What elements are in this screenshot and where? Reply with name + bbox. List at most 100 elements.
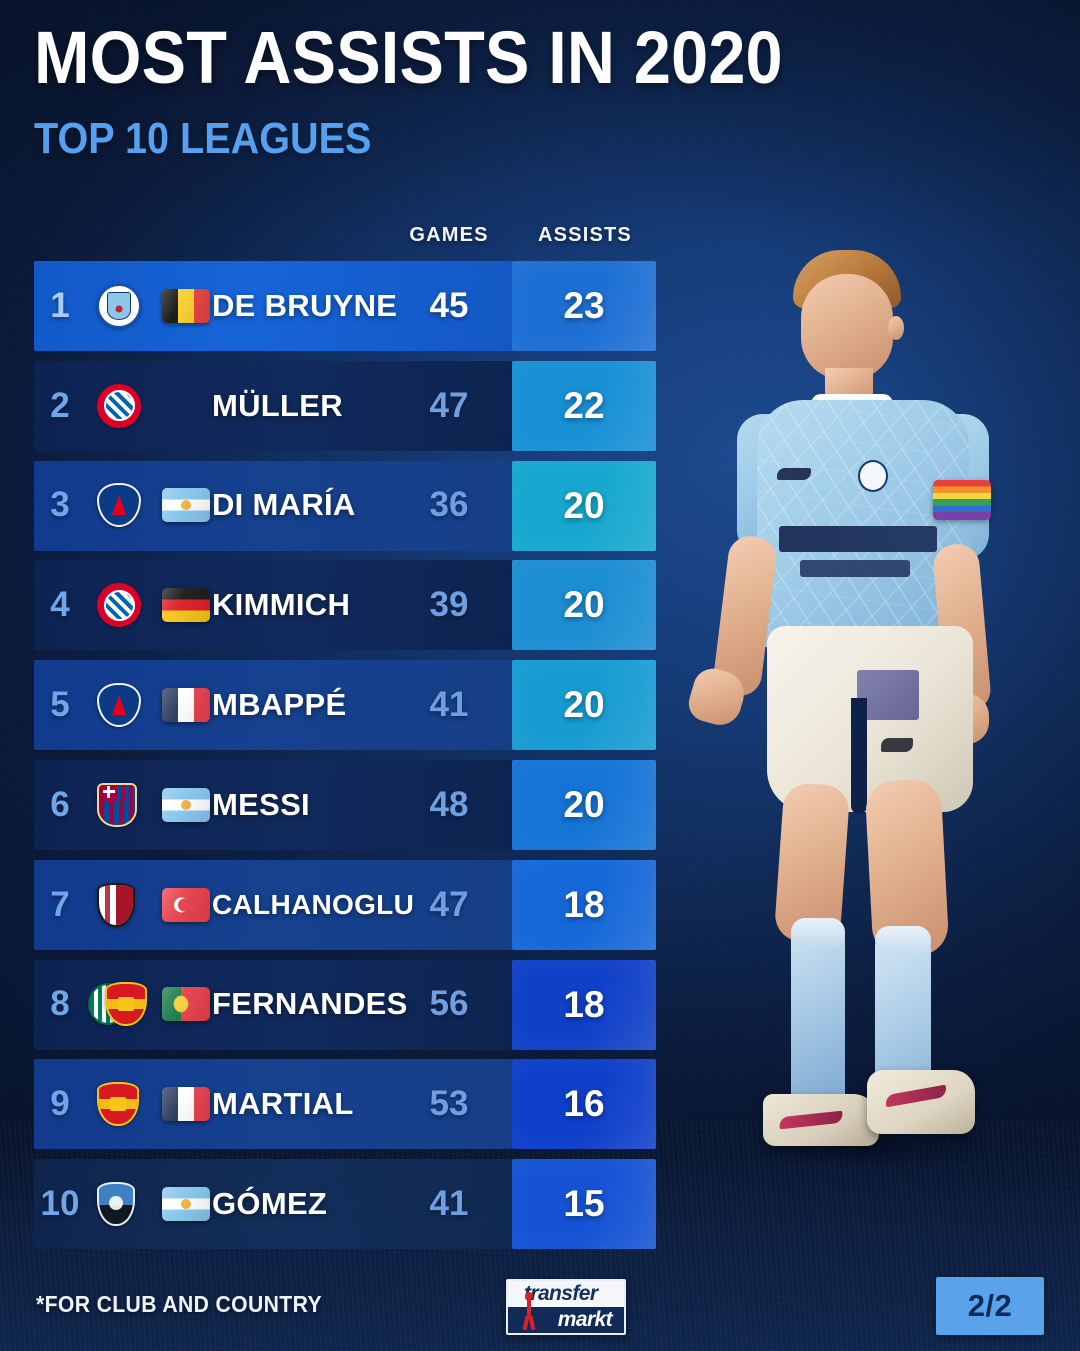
country-flag-wrap: [155, 356, 217, 456]
rainbow-captain-armband: [933, 480, 991, 520]
rank-number: 1: [50, 285, 70, 325]
column-header-row: GAMES ASSISTS: [0, 224, 680, 254]
rank-number: 9: [50, 1084, 70, 1124]
country-flag-wrap: [155, 755, 217, 855]
club-crest-wrap: [86, 1054, 152, 1154]
player-name: MESSI: [212, 786, 310, 822]
player-name: GÓMEZ: [212, 1186, 328, 1222]
club-crest-wrap: [86, 456, 152, 556]
games-value: 47: [429, 385, 469, 425]
assists-value: 22: [563, 384, 605, 426]
assists-cell: 23: [512, 261, 656, 351]
table-row[interactable]: 18 8 FERNANDES 56: [0, 955, 660, 1055]
club-crest-ac-milan: [97, 882, 141, 927]
player-boot-right: [867, 1070, 975, 1134]
club-crest-manchester-city: [97, 283, 141, 328]
assists-cell: 18: [512, 959, 656, 1050]
country-flag-wrap: [155, 855, 217, 955]
country-flag-tr: [162, 887, 210, 922]
assists-value: 20: [563, 584, 605, 626]
table-row[interactable]: 20 5 MBAPPÉ 41: [0, 655, 660, 755]
country-flag-wrap: [155, 1054, 217, 1154]
table-row[interactable]: 15 10 GÓMEZ 41: [0, 1154, 660, 1254]
sock-cuff-right: [875, 926, 931, 954]
page-subtitle: TOP 10 LEAGUES: [34, 114, 372, 164]
country-flag-wrap: [155, 256, 217, 356]
club-crest-psg: [97, 483, 141, 528]
player-name: KIMMICH: [212, 587, 351, 623]
rank-number: 2: [50, 385, 70, 425]
logo-text-transfer: transfer: [524, 1282, 598, 1305]
club-crest-wrap: [86, 256, 152, 356]
country-flag-fr: [162, 1087, 210, 1122]
assists-value: 15: [563, 1183, 605, 1225]
games-value: 48: [429, 784, 469, 824]
club-crest-wrap: [86, 655, 152, 755]
jersey-pattern: [757, 400, 969, 648]
player-photo-de-bruyne: [645, 228, 1065, 1288]
country-flag-wrap: [155, 1154, 217, 1254]
rank-number: 6: [50, 784, 70, 824]
page-indicator-badge[interactable]: 2/2: [936, 1277, 1044, 1335]
page-indicator-text: 2/2: [967, 1288, 1013, 1323]
logo-runner-icon: [522, 1292, 536, 1331]
jersey-sponsor-secondary: [800, 560, 910, 577]
table-row[interactable]: 20 4 KIMMICH 39: [0, 555, 660, 655]
games-value: 41: [429, 685, 469, 725]
header-block: MOST ASSISTS IN 2020 TOP 10 LEAGUES: [34, 16, 866, 164]
club-crest-wrap: [86, 955, 152, 1055]
games-value: 36: [429, 485, 469, 525]
assists-value: 16: [563, 1083, 605, 1125]
ranking-table: 23 1 DE BRUYNE 45 22 2 MÜLLER 47 20 3 DI MARÍA 36 20…: [0, 256, 660, 1254]
player-sock-left: [791, 922, 845, 1110]
shorts-brand-logo: [881, 738, 913, 752]
country-flag-wrap: [155, 555, 217, 655]
table-row[interactable]: 22 2 MÜLLER 47: [0, 356, 660, 456]
jersey-club-crest: [858, 460, 888, 492]
assists-value: 20: [563, 783, 605, 825]
club-crest-wrap: [86, 555, 152, 655]
club-crest-wrap: [86, 356, 152, 456]
assists-value: 20: [563, 684, 605, 726]
club-crest-bayern-munich: [97, 583, 141, 628]
page-title: MOST ASSISTS IN 2020: [34, 16, 783, 99]
country-flag-wrap: [155, 655, 217, 755]
games-value: 53: [429, 1084, 469, 1124]
player-ear: [888, 316, 904, 340]
country-flag-wrap: [155, 955, 217, 1055]
player-name: CALHANOGLU: [212, 888, 415, 920]
club-crest-psg: [97, 683, 141, 728]
club-crest-sporting-and-united: [88, 982, 150, 1027]
footnote-text: *FOR CLUB AND COUNTRY: [36, 1291, 322, 1317]
table-row[interactable]: 20 3 DI MARÍA 36: [0, 456, 660, 556]
table-row[interactable]: 20 6 MESSI 48: [0, 755, 660, 855]
assists-cell: 20: [512, 460, 656, 551]
games-value: 56: [429, 984, 469, 1024]
player-name: MARTIAL: [212, 1086, 354, 1122]
assists-cell: 16: [512, 1059, 656, 1150]
jersey-brand-logo: [777, 468, 811, 480]
player-name: DE BRUYNE: [212, 287, 398, 323]
rank-number: 8: [50, 984, 70, 1024]
sock-cuff-left: [791, 918, 845, 948]
footer-bar: *FOR CLUB AND COUNTRY transfer markt 2/2: [0, 1265, 1080, 1351]
table-row[interactable]: 18 7 CALHANOGLU 47: [0, 855, 660, 955]
transfermarkt-logo[interactable]: transfer markt: [506, 1279, 626, 1335]
country-flag-pt: [162, 987, 210, 1022]
country-flag-ar: [162, 787, 210, 822]
assists-value: 23: [563, 285, 605, 326]
logo-text-markt: markt: [557, 1308, 613, 1331]
games-value: 47: [429, 884, 469, 924]
shorts-inseam: [851, 698, 867, 814]
club-crest-barcelona: [97, 782, 141, 827]
rank-number: 4: [50, 585, 70, 625]
table-row[interactable]: 23 1 DE BRUYNE 45: [0, 256, 660, 356]
jersey-torso: [757, 400, 969, 648]
country-flag-fr: [162, 688, 210, 723]
player-name: MÜLLER: [212, 387, 343, 423]
assists-cell: 22: [512, 360, 656, 451]
club-crest-wrap: [86, 755, 152, 855]
column-header-assists: ASSISTS: [538, 224, 632, 246]
table-row[interactable]: 16 9 MARTIAL 53: [0, 1054, 660, 1154]
club-crest-wrap: [86, 1154, 152, 1254]
